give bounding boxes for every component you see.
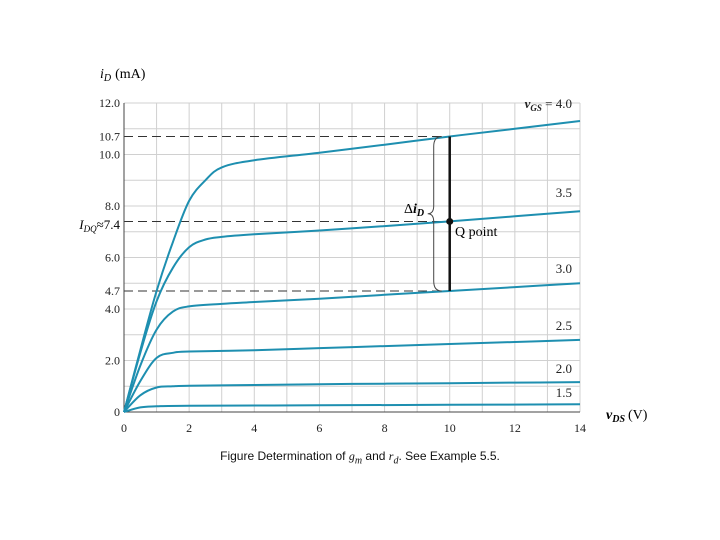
curves: vGS = 4.0 3.5 3.0 2.5 2.0 1.5 xyxy=(123,96,581,413)
caption-and: and xyxy=(362,449,389,463)
caption-rd: r xyxy=(388,449,394,463)
caption-gm: g xyxy=(348,449,355,463)
curve-vgs-1-5 xyxy=(123,403,581,413)
x-tick-label: 2 xyxy=(186,421,192,435)
curve-label-vgs-4: vGS = 4.0 xyxy=(525,96,572,113)
idq-label: IDQ≈7.4 xyxy=(78,217,120,234)
x-tick-label: 4 xyxy=(251,421,257,435)
y-tick-label: 12.0 xyxy=(99,96,120,110)
y-tick-label: 4.7 xyxy=(105,284,120,298)
x-tick-label: 6 xyxy=(316,421,322,435)
dashed-guides xyxy=(124,135,450,292)
y-tick-label: 0 xyxy=(114,405,120,419)
caption-suffix: . See Example 5.5. xyxy=(398,449,500,463)
figure-caption: Figure Determination of gm and rd. See E… xyxy=(0,449,720,466)
curve-label-vgs-3: 3.0 xyxy=(556,261,572,276)
axes: 0 2 4 6 8 10 12 14 0 2.0 4.0 4.7 6.0 8.0 10.0 10.7 12.0 xyxy=(99,96,586,435)
y-tick-label: 10.0 xyxy=(99,148,120,162)
y-tick-label: 8.0 xyxy=(105,199,120,213)
x-axis-title: vDS (V) xyxy=(606,408,648,425)
x-tick-label: 12 xyxy=(509,421,521,435)
caption-prefix: Figure Determination of xyxy=(220,449,349,463)
curve-vgs-4 xyxy=(123,120,581,413)
q-point-label: Q point xyxy=(455,225,498,240)
annotations xyxy=(427,135,454,292)
grid xyxy=(124,102,581,412)
y-tick-label: 2.0 xyxy=(105,354,120,368)
caption-rd-sub: d xyxy=(393,455,399,467)
curve-label-vgs-3-5: 3.5 xyxy=(556,185,572,200)
x-tick-label: 0 xyxy=(121,421,127,435)
caption-gm-sub: m xyxy=(354,455,363,467)
y-tick-label: 4.0 xyxy=(105,302,120,316)
curve-vgs-3 xyxy=(123,282,581,413)
y-tick-label: 6.0 xyxy=(105,251,120,265)
curve-label-vgs-1-5: 1.5 xyxy=(556,385,572,400)
curve-vgs-2-5 xyxy=(123,338,581,413)
x-tick-label: 8 xyxy=(382,421,388,435)
curve-vgs-2 xyxy=(123,381,581,413)
delta-id-label: ΔiD xyxy=(404,202,424,219)
x-tick-label: 14 xyxy=(574,421,586,435)
curve-label-vgs-2: 2.0 xyxy=(556,361,572,376)
y-axis-title: iD (mA) xyxy=(100,67,146,84)
y-tick-label: 10.7 xyxy=(99,129,120,143)
labels: iD (mA) vDS (V) IDQ≈7.4 ΔiD Q point xyxy=(78,67,648,425)
q-point-marker xyxy=(446,217,454,225)
delta-brace xyxy=(427,135,442,292)
x-tick-label: 10 xyxy=(444,421,456,435)
curve-label-vgs-2-5: 2.5 xyxy=(556,318,572,333)
